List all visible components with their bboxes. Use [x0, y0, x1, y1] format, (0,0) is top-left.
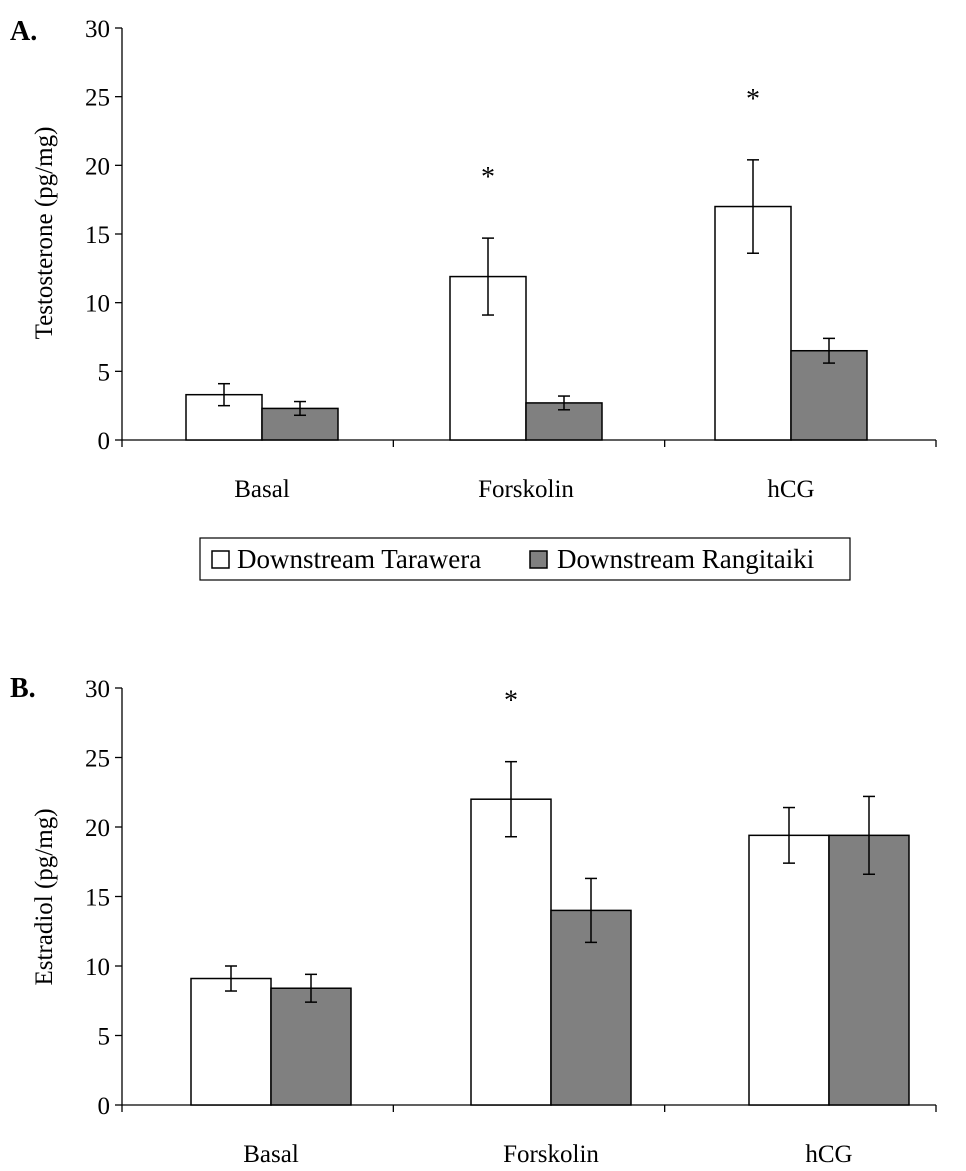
y-tick-label: 15 [85, 885, 110, 912]
y-tick-label: 25 [85, 85, 110, 112]
significance-marker: * [746, 84, 760, 115]
y-tick-label: 5 [98, 359, 111, 386]
x-category-label-hcg: hCG [767, 476, 814, 503]
legend-label-downstream-tarawera: Downstream Tarawera [237, 544, 481, 574]
bar-hcg-downstream-rangitaiki [828, 834, 910, 1106]
x-category-label-hcg: hCG [805, 1141, 852, 1168]
legend-frame [199, 537, 851, 581]
panel-a-legend: Downstream Tarawera Downstream Rangitaik… [199, 537, 851, 581]
bar-basal-downstream-rangitaiki [270, 987, 352, 1106]
y-tick-label: 20 [85, 153, 110, 180]
y-tick-label: 5 [98, 1024, 111, 1051]
bar-hcg-downstream-tarawera [748, 834, 830, 1106]
y-tick-label: 15 [85, 222, 110, 249]
panel-b-plot-area: 0 5 10 15 20 25 30 Basal Forskolin hCG * [85, 676, 937, 1168]
y-tick-label: 30 [85, 16, 110, 43]
y-tick-label: 20 [85, 815, 110, 842]
y-tick-label: 10 [85, 291, 110, 318]
bar-forskolin-downstream-tarawera [470, 798, 552, 1106]
panel-b: B. Estradiol (pg/mg) 0 5 10 15 20 25 30 Basal Fo… [10, 673, 937, 1168]
y-tick-label: 10 [85, 954, 110, 981]
legend-label-downstream-rangitaiki: Downstream Rangitaiki [557, 544, 814, 574]
bar-basal-downstream-tarawera [190, 977, 272, 1106]
x-category-label-basal: Basal [243, 1141, 299, 1168]
panel-a-plot-area: 0 5 10 15 20 25 30 Basal Forskolin hCG * * [85, 16, 937, 503]
y-tick-label: 30 [85, 676, 110, 703]
y-tick-label: 0 [98, 428, 111, 455]
significance-marker: * [481, 162, 495, 193]
panel-a: A. Testosterone (pg/mg) 0 5 10 15 20 25 30 Basa… [10, 16, 937, 581]
panel-a-label: A. [10, 16, 37, 47]
significance-marker: * [504, 686, 518, 717]
x-category-label-forskolin: Forskolin [478, 476, 574, 503]
panel-b-y-axis-label: Estradiol (pg/mg) [31, 808, 58, 985]
legend-swatch-downstream-tarawera [211, 550, 230, 569]
panel-a-y-axis-label: Testosterone (pg/mg) [31, 127, 58, 340]
y-tick-label: 0 [98, 1093, 111, 1120]
panel-b-label: B. [10, 673, 36, 704]
bar-hcg-downstream-rangitaiki [790, 349, 868, 441]
legend-swatch-downstream-rangitaiki [529, 550, 548, 569]
y-tick-label: 25 [85, 746, 110, 773]
x-category-label-forskolin: Forskolin [503, 1141, 599, 1168]
x-category-label-basal: Basal [234, 476, 290, 503]
